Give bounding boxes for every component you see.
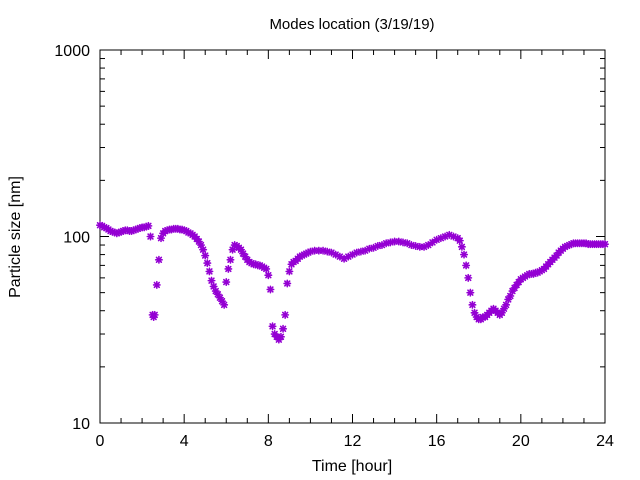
data-point xyxy=(279,324,288,333)
data-points xyxy=(96,221,610,344)
data-point xyxy=(152,280,161,289)
data-point xyxy=(197,241,205,250)
y-axis-label: Particle size [nm] xyxy=(7,176,24,298)
data-point xyxy=(466,288,475,297)
data-point xyxy=(428,238,437,247)
x-tick-label: 12 xyxy=(344,433,362,450)
data-point xyxy=(285,267,294,276)
x-axis-label: Time [hour] xyxy=(312,458,392,475)
data-point xyxy=(283,279,292,288)
data-point xyxy=(281,310,290,319)
data-point xyxy=(424,241,433,250)
x-tick-label: 24 xyxy=(596,433,614,450)
data-point xyxy=(146,232,155,241)
y-tick-label: 100 xyxy=(63,230,90,247)
data-point xyxy=(220,300,229,309)
x-tick-label: 4 xyxy=(180,433,189,450)
chart-title: Modes location (3/19/19) xyxy=(269,16,434,33)
data-point xyxy=(203,259,212,268)
data-point xyxy=(455,236,464,245)
axes-group: 0 4 8 12 16 20 24 10 100 1000 xyxy=(54,43,614,450)
x-tick-label: 16 xyxy=(428,433,446,450)
data-point xyxy=(207,276,216,285)
data-point xyxy=(464,273,473,282)
data-point xyxy=(262,264,271,273)
data-point xyxy=(276,332,285,341)
x-tick-label: 0 xyxy=(96,433,105,450)
data-point xyxy=(386,238,395,247)
data-point xyxy=(154,255,163,264)
data-point xyxy=(199,245,208,254)
data-point xyxy=(224,264,233,273)
data-point xyxy=(266,285,275,294)
data-point xyxy=(268,322,277,331)
data-point xyxy=(600,240,610,249)
y-tick-label: 1000 xyxy=(54,43,90,60)
data-point xyxy=(468,300,477,309)
data-point xyxy=(144,221,153,230)
y-tick-label: 10 xyxy=(72,416,90,433)
data-point xyxy=(201,251,210,260)
data-point xyxy=(226,255,235,264)
data-point xyxy=(150,310,159,319)
data-point xyxy=(264,271,273,280)
data-point xyxy=(460,250,469,259)
data-point xyxy=(457,242,466,251)
data-point xyxy=(462,261,471,270)
data-point xyxy=(205,267,214,276)
plot-frame xyxy=(99,49,606,424)
x-tick-label: 20 xyxy=(512,433,530,450)
x-tick-label: 8 xyxy=(264,433,273,450)
data-point xyxy=(222,278,231,287)
data-point xyxy=(502,300,511,309)
